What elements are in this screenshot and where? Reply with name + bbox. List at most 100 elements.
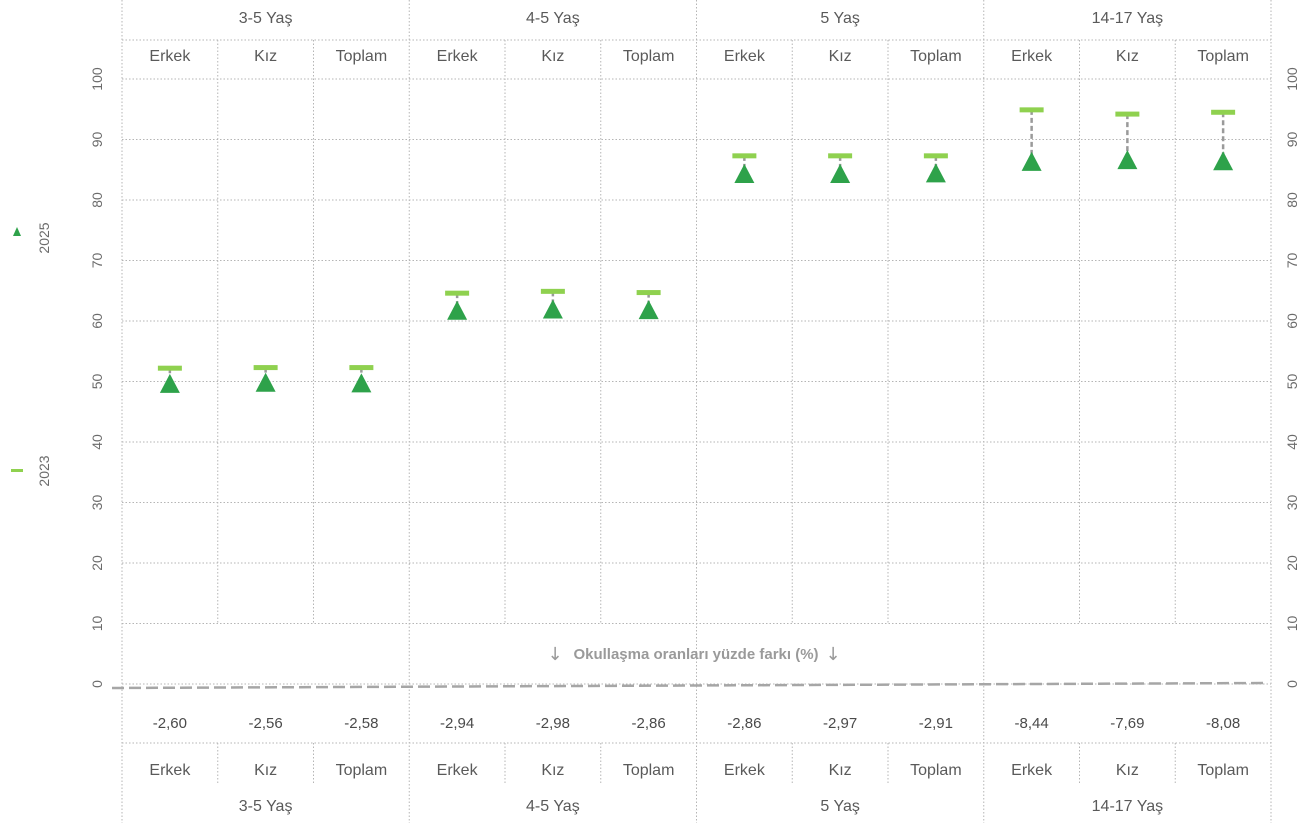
difference-label: -2,98 [536, 715, 570, 732]
subcategory-header-bottom: Kız [541, 762, 564, 779]
difference-label: -8,08 [1206, 715, 1240, 732]
marker-2023 [636, 290, 661, 296]
subcategory-header-bottom: Erkek [1011, 762, 1053, 779]
group-header-bottom: 5 Yaş [820, 798, 859, 815]
subcategory-header-bottom: Erkek [149, 762, 191, 779]
y-tick-right: 50 [1284, 374, 1300, 390]
difference-label: -2,56 [249, 715, 283, 732]
group-header-top: 5 Yaş [820, 10, 859, 27]
subcategory-header-top: Toplam [336, 48, 388, 65]
y-tick-right: 20 [1284, 555, 1300, 571]
marker-2025 [830, 163, 851, 183]
annotation-text: Okullaşma oranları yüzde farkı (%) [573, 646, 818, 663]
y-tick-left: 30 [89, 495, 105, 511]
difference-label: -2,86 [727, 715, 761, 732]
marker-2025 [447, 300, 468, 320]
group-header-bottom: 14-17 Yaş [1092, 798, 1163, 815]
subcategory-header-bottom: Kız [254, 762, 277, 779]
y-tick-left: 60 [89, 313, 105, 329]
subcategory-header-top: Toplam [910, 48, 962, 65]
y-tick-left: 10 [89, 616, 105, 632]
difference-label: -2,94 [440, 715, 474, 732]
y-tick-left: 40 [89, 434, 105, 450]
marker-2023 [445, 290, 470, 296]
subcategory-header-top: Erkek [1011, 48, 1053, 65]
group-header-top: 14-17 Yaş [1092, 10, 1163, 27]
subcategory-header-bottom: Erkek [724, 762, 766, 779]
y-tick-right: 100 [1284, 67, 1300, 91]
subcategory-header-top: Erkek [724, 48, 766, 65]
marker-2025 [734, 163, 755, 183]
difference-label: -2,58 [344, 715, 378, 732]
y-tick-right: 90 [1284, 132, 1300, 148]
y-tick-right: 80 [1284, 192, 1300, 208]
subcategory-header-top: Erkek [149, 48, 191, 65]
group-header-top: 3-5 Yaş [239, 10, 293, 27]
difference-label: -8,44 [1015, 715, 1049, 732]
difference-label: -2,91 [919, 715, 953, 732]
subcategory-header-bottom: Toplam [1197, 762, 1249, 779]
marker-2025 [925, 163, 946, 183]
subcategory-header-bottom: Kız [829, 762, 852, 779]
y-tick-left: 20 [89, 555, 105, 571]
annotation-arrow-right: ↓ [825, 644, 840, 665]
subcategory-header-top: Kız [254, 48, 277, 65]
marker-2023 [253, 365, 278, 371]
y-tick-right: 30 [1284, 495, 1300, 511]
legend-label-2025: 2025 [36, 222, 52, 253]
subcategory-header-top: Toplam [623, 48, 675, 65]
subcategory-header-top: Kız [1116, 48, 1139, 65]
y-tick-left: 0 [89, 680, 105, 688]
difference-label: -2,86 [632, 715, 666, 732]
y-tick-left: 50 [89, 374, 105, 390]
marker-2023 [923, 153, 948, 159]
marker-2025 [542, 299, 563, 319]
difference-label: -2,97 [823, 715, 857, 732]
marker-2025 [159, 373, 180, 393]
marker-2025 [351, 373, 372, 393]
y-tick-right: 0 [1284, 680, 1300, 688]
y-tick-right: 60 [1284, 313, 1300, 329]
marker-2023 [1115, 111, 1140, 117]
legend-label-2023: 2023 [36, 455, 52, 486]
subcategory-header-bottom: Kız [1116, 762, 1139, 779]
difference-trend-line [111, 681, 1269, 690]
marker-2023 [1211, 109, 1236, 115]
marker-2023 [828, 153, 853, 159]
y-tick-left: 90 [89, 132, 105, 148]
marker-2025 [638, 300, 659, 320]
subcategory-header-bottom: Toplam [336, 762, 388, 779]
subcategory-header-top: Kız [829, 48, 852, 65]
marker-2023 [349, 365, 374, 371]
difference-label: -7,69 [1110, 715, 1144, 732]
marker-2023 [157, 365, 182, 371]
marker-2025 [1213, 151, 1234, 171]
annotation-arrow-left: ↓ [547, 644, 562, 665]
marker-2023 [732, 153, 757, 159]
group-header-bottom: 4-5 Yaş [526, 798, 580, 815]
y-tick-left: 100 [89, 67, 105, 91]
y-tick-left: 70 [89, 253, 105, 269]
subcategory-header-top: Toplam [1197, 48, 1249, 65]
subcategory-header-bottom: Erkek [437, 762, 479, 779]
group-header-top: 4-5 Yaş [526, 10, 580, 27]
y-tick-right: 40 [1284, 434, 1300, 450]
marker-2023 [540, 288, 565, 294]
marker-2025 [1117, 150, 1138, 170]
y-tick-right: 70 [1284, 253, 1300, 269]
y-tick-left: 80 [89, 192, 105, 208]
subcategory-header-top: Erkek [437, 48, 479, 65]
marker-2025 [1021, 151, 1042, 171]
group-header-bottom: 3-5 Yaş [239, 798, 293, 815]
legend-marker-2023 [11, 469, 23, 472]
difference-label: -2,60 [153, 715, 187, 732]
subcategory-header-bottom: Toplam [910, 762, 962, 779]
subcategory-header-top: Kız [541, 48, 564, 65]
marker-2023 [1019, 107, 1044, 113]
legend-marker-2025 [13, 227, 21, 236]
subcategory-header-bottom: Toplam [623, 762, 675, 779]
marker-2025 [255, 372, 276, 392]
y-tick-right: 10 [1284, 616, 1300, 632]
